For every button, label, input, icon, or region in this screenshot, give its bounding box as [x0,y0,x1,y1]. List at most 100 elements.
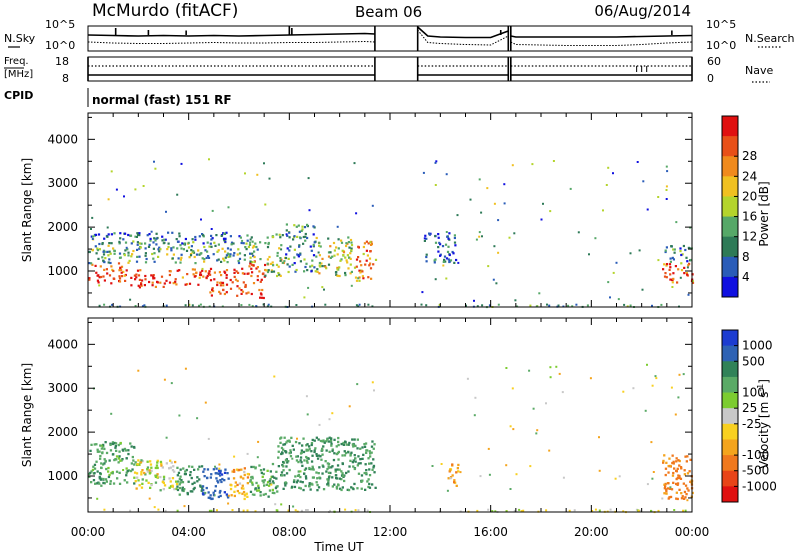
power-cell [238,257,242,260]
power-colorbar-label: Power [dB] [757,181,771,246]
velocity-cell [291,444,294,447]
power-cell [253,261,256,264]
power-cell [198,235,201,238]
power-cell [421,291,424,294]
velocity-cell [132,445,136,449]
power-cell [88,277,91,280]
velocity-cell [96,448,99,451]
velocity-cell [313,450,316,454]
velocity-cell [252,465,255,469]
velocity-cell [223,491,226,494]
power-cell [148,233,151,236]
power-cell [249,260,252,263]
velocity-cell [227,494,230,497]
power-cell [346,261,349,264]
velocity-cell [98,450,101,453]
power-cell [188,256,191,259]
power-cell [684,248,687,252]
velocity-cell [361,457,364,460]
velocity-cell [305,477,308,480]
velocity-cell [214,465,216,468]
velocity-cell [156,473,159,476]
power-cell [251,246,254,249]
power-cell [166,253,169,256]
velocity-cell [132,459,135,462]
velocity-cell [125,467,128,470]
velocity-scatter-data [88,363,694,514]
power-cell [143,284,146,287]
velocity-cell [280,474,283,477]
power-cell [251,271,254,274]
velocity-cell [104,478,108,481]
velocity-cell [371,440,374,443]
velocity-cell [305,509,307,511]
power-cell [569,187,572,190]
velocity-cell [676,483,679,486]
power-cell [276,251,279,255]
velocity-cell [369,452,372,455]
power-cell [180,247,183,250]
power-cell [449,259,453,262]
velocity-cell [505,367,508,369]
power-cell [304,239,307,242]
power-cell [240,304,243,307]
power-cell [434,278,437,281]
velocity-cell [102,463,105,466]
velocity-cell [668,496,671,499]
velocity-cell [335,474,338,477]
power-cell [208,158,210,161]
velocity-cell [372,458,375,461]
power-cell [159,248,162,251]
power-cell [103,303,106,306]
power-cell [278,273,281,276]
velocity-cell [689,458,692,461]
power-cell [323,288,325,291]
velocity-cell [287,460,290,463]
power-cell [140,282,143,285]
power-cell [118,252,122,255]
power-cell [668,268,671,271]
velocity-cell [367,457,370,460]
velocity-cell [337,436,340,440]
power-cell [154,239,157,242]
power-cell [673,251,676,254]
velocity-cell [661,497,664,500]
power-cell [360,264,363,267]
velocity-cell [259,494,262,497]
velocity-cell [337,450,340,454]
velocity-cell [684,455,687,458]
power-cell [350,244,354,247]
power-cell [481,304,484,307]
power-cell [262,296,265,300]
velocity-cell [105,467,108,471]
power-cell [493,202,496,205]
velocity-cell [193,468,196,471]
velocity-cell [169,480,172,483]
power-cell [657,259,660,262]
velocity-cell [326,478,329,481]
velocity-cell [317,486,321,489]
power-cell [425,260,428,263]
power-cell [361,270,364,273]
power-cell [146,234,149,237]
power-cell [316,270,319,273]
velocity-cell [250,465,253,469]
velocity-cell [139,461,143,464]
nsearch-line [87,40,375,44]
velocity-cell [329,509,331,512]
power-cell [103,261,106,264]
power-cell [339,259,342,262]
power-cell [685,256,688,259]
velocity-cell [259,469,263,472]
power-cell [672,258,675,261]
velocity-cell [201,492,205,495]
power-cell [336,268,339,271]
power-cell [453,241,457,244]
power-cell [118,240,121,243]
power-cell [91,238,94,240]
power-cell [305,262,308,265]
power-cell [329,251,332,254]
power-cell [289,245,292,248]
power-cell [304,235,307,238]
power-cell [306,269,309,272]
